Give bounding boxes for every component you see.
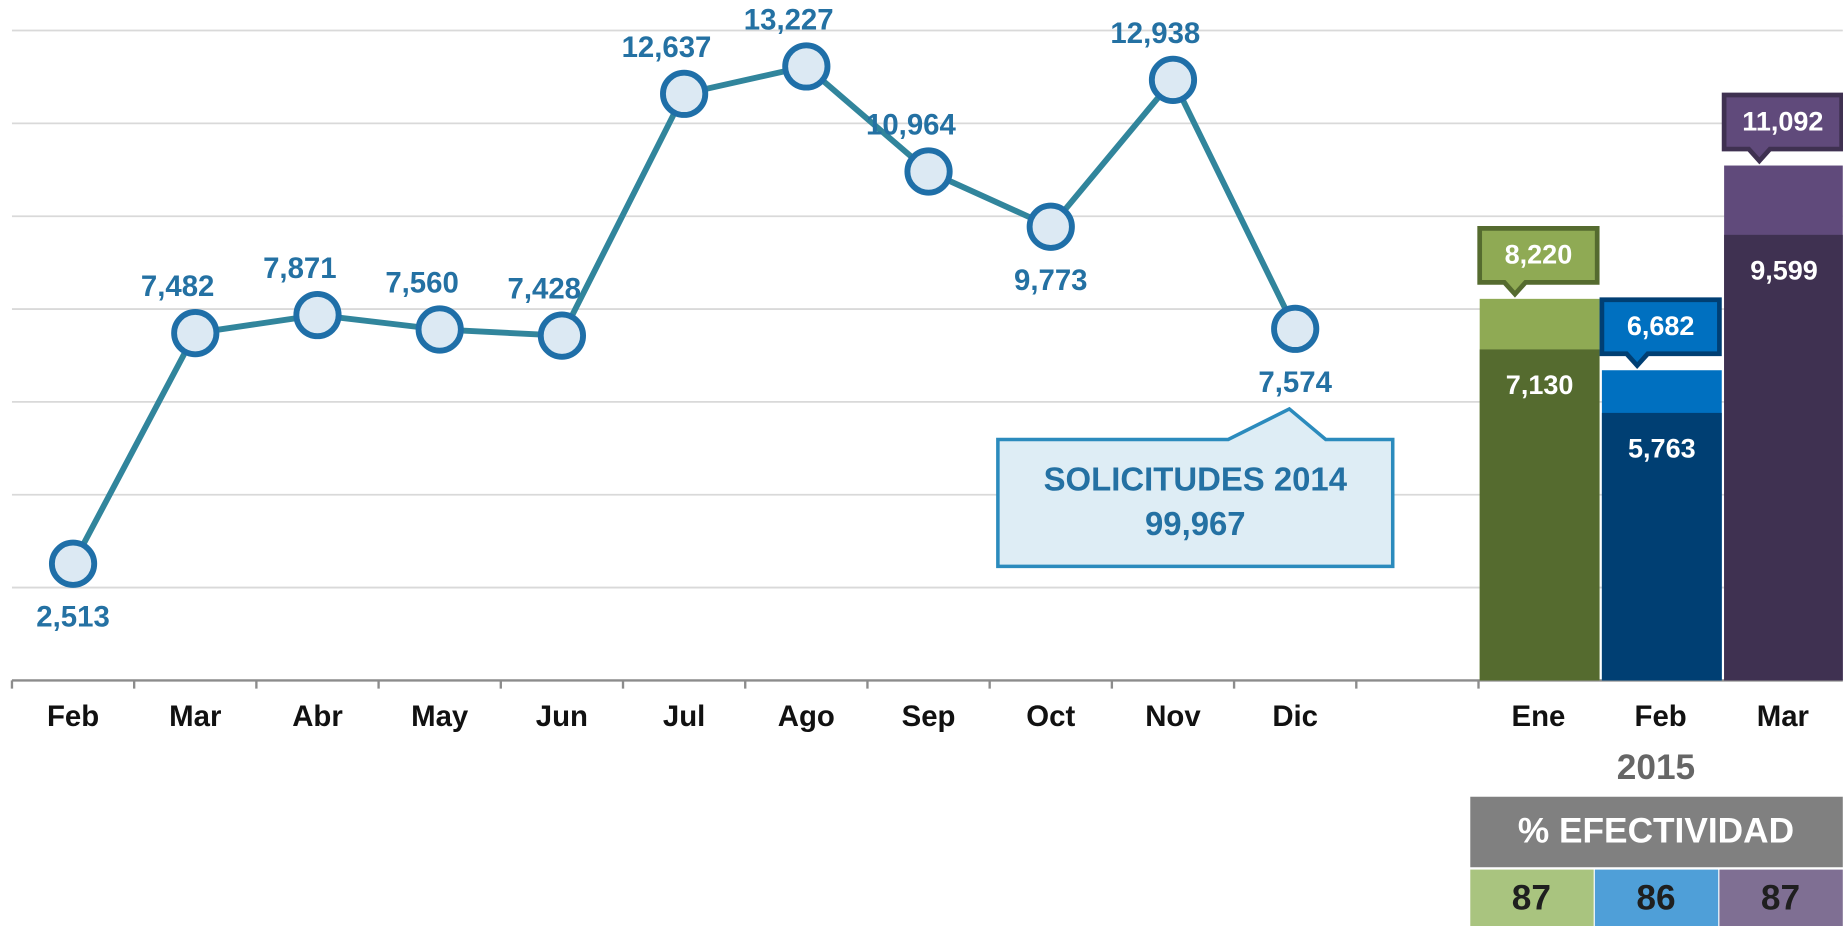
marker: [415, 305, 464, 354]
x-tick-label: Ene: [1512, 700, 1566, 733]
inner-label: 9,599: [1750, 256, 1818, 286]
marker: [537, 311, 587, 360]
data-label: 7,574: [1258, 366, 1332, 399]
table-value: 87: [1512, 878, 1551, 917]
bar-inner: [1724, 234, 1843, 681]
marker: [1271, 304, 1320, 353]
data-label: 12,938: [1110, 17, 1200, 50]
data-label: 7,560: [385, 267, 458, 300]
total-label: 6,682: [1627, 311, 1695, 341]
data-label: 9,773: [1014, 264, 1087, 297]
x-tick-label: Feb: [1635, 700, 1687, 733]
x-tick-label: Ago: [778, 700, 835, 733]
inner-label: 7,130: [1506, 370, 1574, 400]
callout-value: 99,967: [1145, 505, 1246, 542]
bar-inner: [1601, 412, 1722, 681]
x-tick-label: Jun: [536, 700, 588, 733]
marker: [1026, 202, 1075, 251]
x-tick-label: Abr: [292, 700, 343, 733]
table-value: 87: [1761, 878, 1800, 917]
marker: [48, 539, 98, 588]
data-label: 2,513: [36, 601, 109, 634]
table-cell: [1470, 869, 1594, 926]
marker: [660, 69, 709, 118]
x-tick-label: Jul: [663, 700, 705, 733]
total-label: 11,092: [1742, 106, 1823, 136]
total-callout: [1721, 92, 1843, 165]
callout: [996, 406, 1395, 569]
total-callout: [1477, 225, 1600, 298]
data-label: 7,871: [263, 252, 336, 285]
table-cell: [1594, 869, 1719, 926]
inner-label: 5,763: [1628, 434, 1696, 464]
marker: [782, 42, 831, 91]
data-label: 13,227: [744, 4, 834, 37]
bar-inner: [1479, 349, 1600, 681]
x-tick-label: Mar: [169, 700, 221, 733]
x-tick-label: Sep: [902, 700, 956, 733]
marker: [904, 147, 953, 196]
x-tick-label: Feb: [47, 700, 99, 733]
x-tick-label: May: [411, 700, 469, 733]
x-tick-label: Nov: [1145, 700, 1201, 733]
table-title: % EFECTIVIDAD: [1518, 811, 1794, 850]
marker: [293, 290, 342, 340]
x-tick-label: Dic: [1272, 700, 1318, 733]
marker: [1148, 55, 1198, 104]
x-tick-label: Oct: [1026, 700, 1075, 733]
data-label: 7,428: [508, 273, 581, 306]
total-label: 8,220: [1505, 240, 1573, 270]
year-label: 2015: [1617, 748, 1695, 787]
marker: [171, 309, 220, 358]
callout-title: SOLICITUDES 2014: [1044, 460, 1348, 497]
table-header: [1470, 796, 1843, 868]
x-tick-label: Mar: [1757, 700, 1809, 733]
data-label: 12,637: [622, 31, 712, 64]
data-label: 7,482: [141, 270, 214, 303]
data-label: 10,964: [866, 109, 956, 142]
table-cell: [1719, 869, 1843, 926]
table-value: 86: [1636, 878, 1675, 917]
total-callout: [1599, 297, 1722, 370]
